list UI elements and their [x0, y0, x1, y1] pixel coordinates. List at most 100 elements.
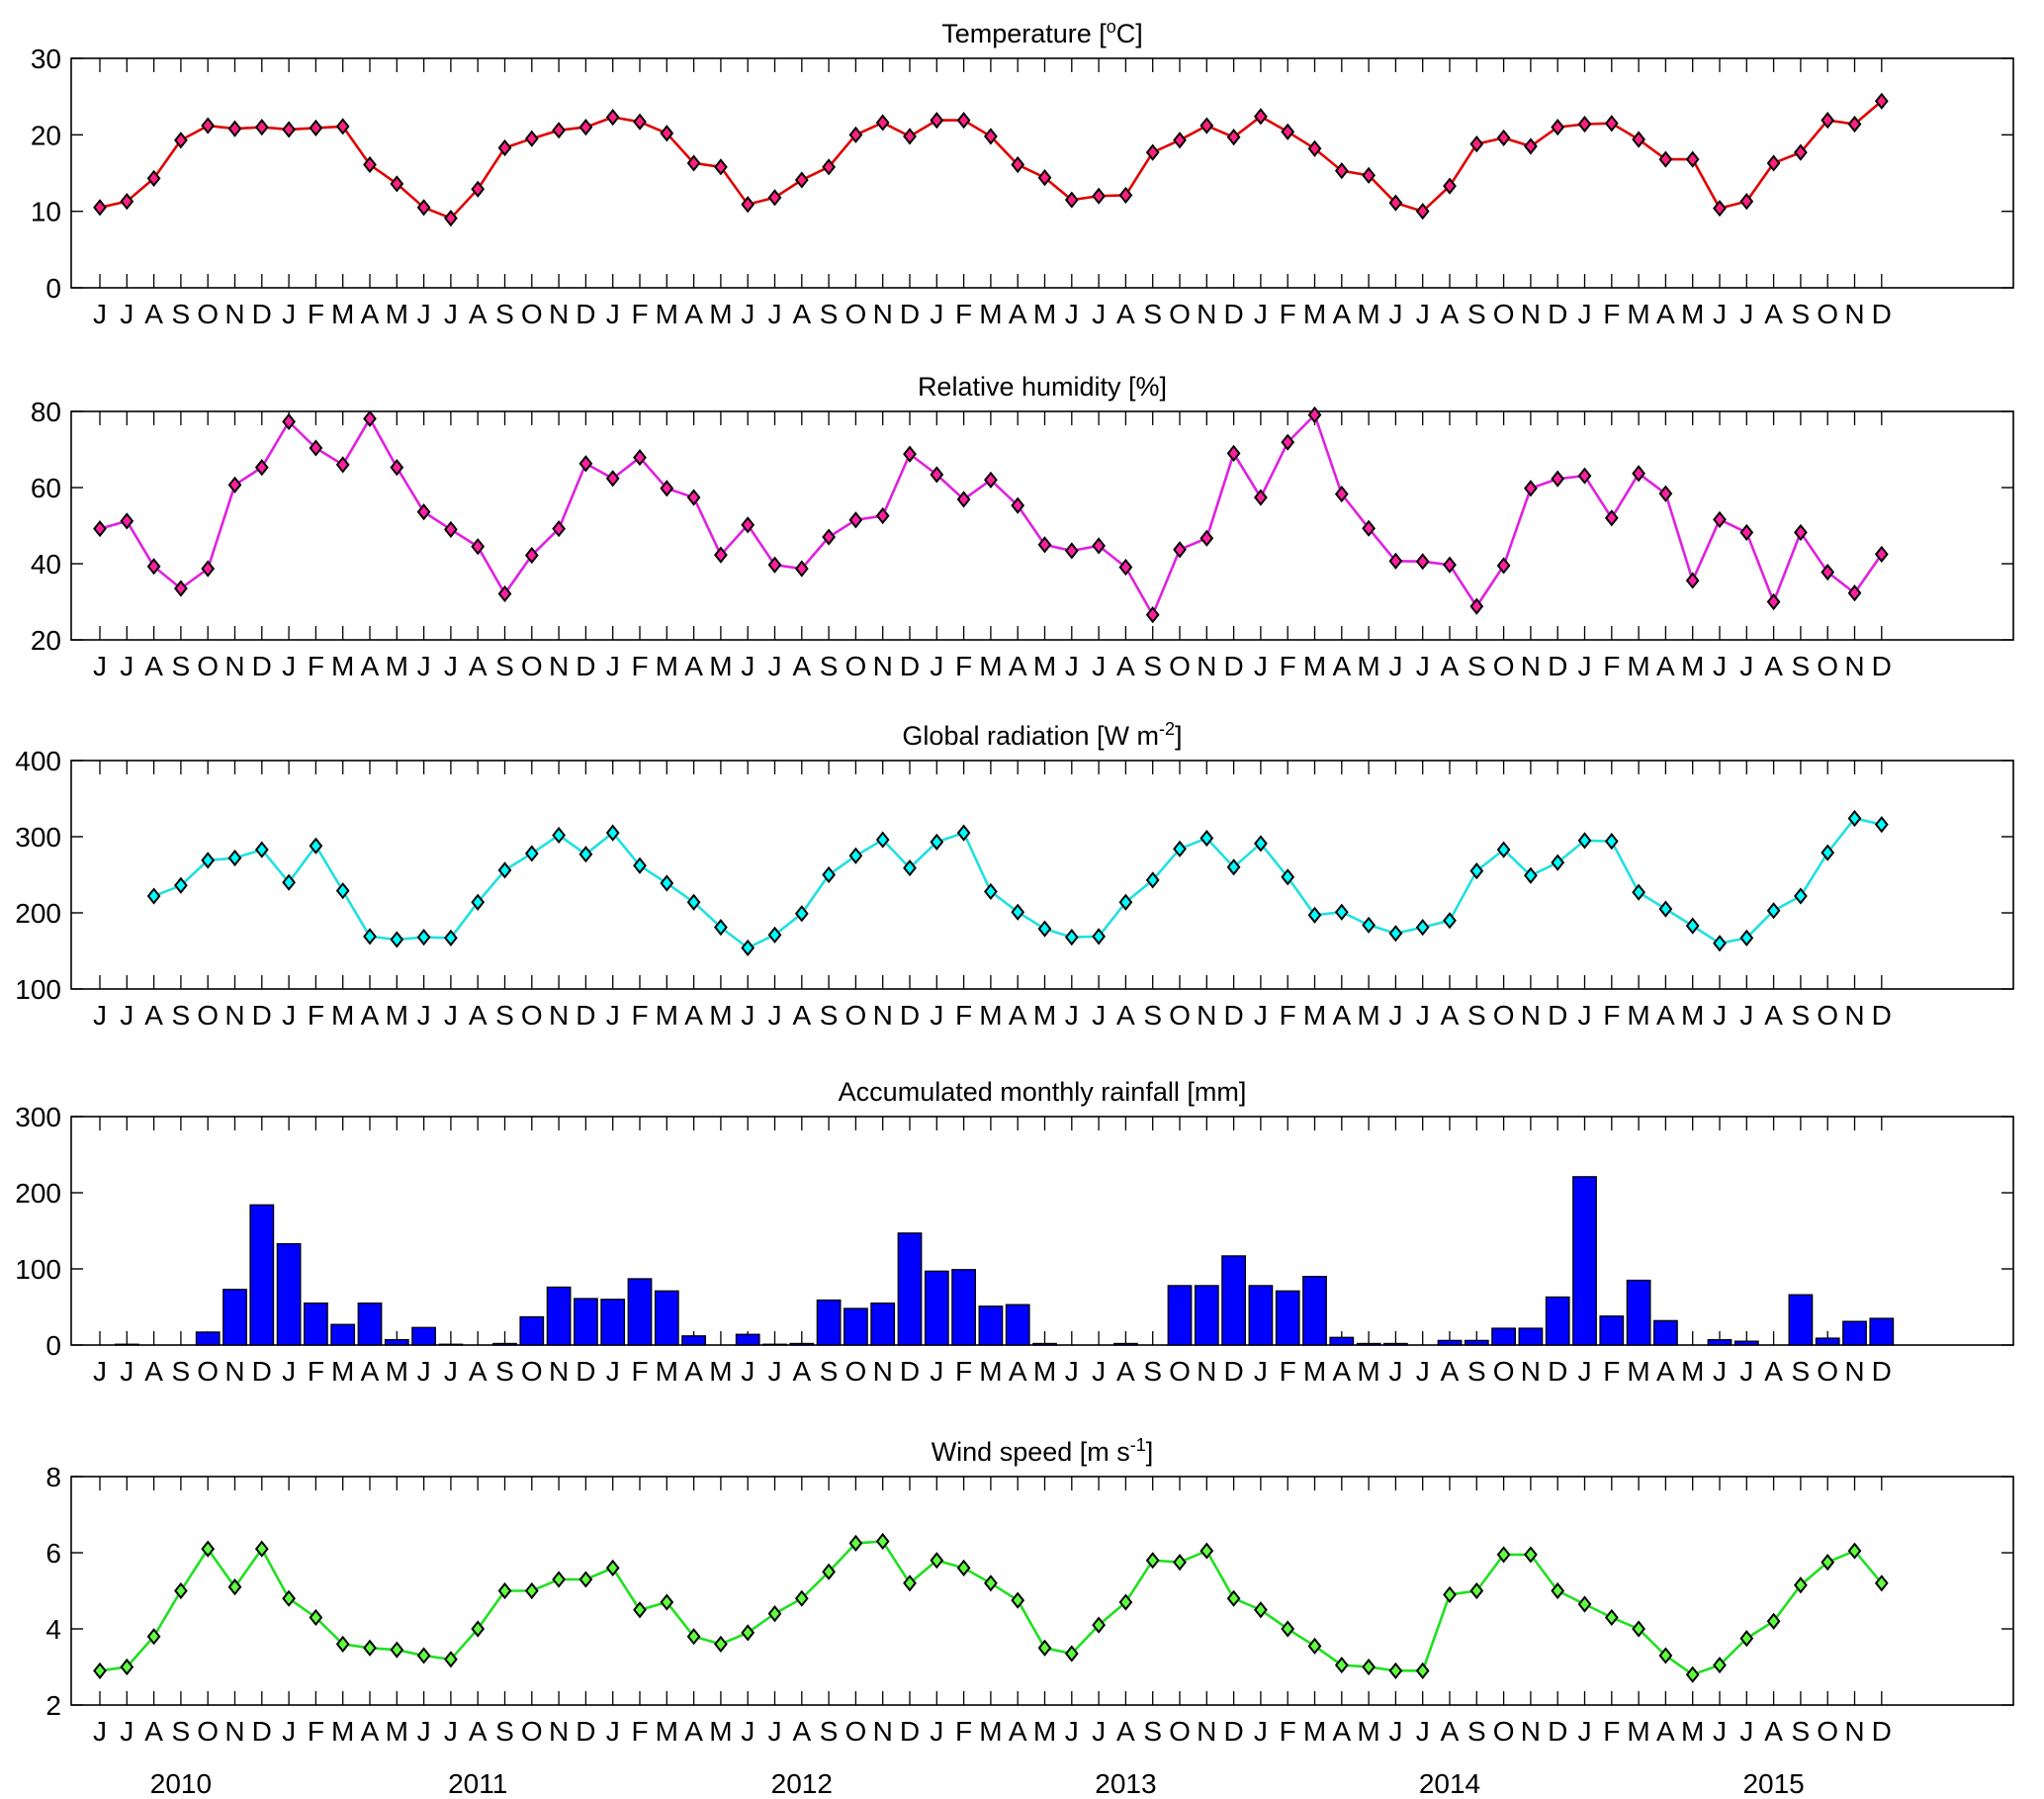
x-tick-label: A [1116, 1356, 1135, 1387]
x-tick-label: A [1332, 651, 1351, 681]
x-tick-label: D [1548, 651, 1567, 681]
x-tick-label: M [1033, 299, 1056, 329]
x-tick-label: M [1357, 651, 1379, 681]
temperature-point [201, 117, 216, 135]
x-tick-label: S [1792, 1356, 1811, 1387]
temperature-point [605, 108, 620, 127]
y-tick-label: 30 [31, 44, 61, 74]
humidity-point [1874, 545, 1889, 563]
x-tick-label: O [521, 1000, 543, 1031]
x-tick-label: D [900, 1356, 920, 1387]
x-tick-label: J [1388, 1716, 1402, 1747]
x-tick-label: M [386, 299, 408, 329]
wind-point [254, 1540, 269, 1558]
temperature-point [930, 112, 944, 130]
x-tick-label: A [361, 1356, 380, 1387]
temperature-point [1334, 162, 1349, 180]
x-tick-label: M [1681, 1000, 1704, 1031]
temperature-point [1739, 193, 1754, 211]
temperature-point [227, 120, 242, 137]
x-tick-label: N [1844, 299, 1864, 329]
radiation-point [146, 887, 161, 905]
x-tick-label: M [709, 1716, 732, 1747]
temperature-point [1362, 166, 1376, 184]
x-tick-label: D [576, 299, 595, 329]
humidity-point [984, 471, 998, 489]
wind-point [956, 1559, 971, 1577]
x-tick-label: M [1303, 1356, 1326, 1387]
x-tick-label: A [469, 1356, 488, 1387]
rain-bar [330, 1323, 356, 1346]
wind-point [282, 1589, 296, 1607]
rain-bar [1356, 1342, 1381, 1346]
year-label: 2011 [448, 1768, 507, 1799]
x-tick-label: M [1033, 1716, 1056, 1747]
x-tick-label: J [444, 1716, 458, 1747]
x-tick-label: J [282, 1356, 296, 1387]
x-tick-label: J [606, 1716, 620, 1747]
radiation-point [1443, 912, 1457, 930]
x-tick-label: S [495, 1356, 514, 1387]
wind-point [1011, 1591, 1025, 1609]
x-tick-label: O [1493, 299, 1515, 329]
rain-bar [249, 1204, 275, 1346]
x-tick-label: A [144, 299, 163, 329]
rain-bar [1302, 1276, 1327, 1346]
x-tick-label: M [1681, 1356, 1704, 1387]
x-tick-label: J [1254, 1716, 1268, 1747]
humidity-point [822, 528, 836, 546]
humidity-point [1173, 541, 1187, 559]
humidity-point [1092, 537, 1106, 555]
rain-bar [1005, 1304, 1030, 1346]
rain-bar [1869, 1317, 1895, 1346]
humidity-point [1037, 536, 1052, 554]
x-tick-label: D [1872, 1716, 1892, 1747]
wind-point [1847, 1542, 1862, 1560]
x-tick-label: A [1656, 1356, 1675, 1387]
x-tick-label: S [495, 1716, 514, 1747]
wind-point [1118, 1593, 1133, 1611]
radiation-point [1226, 858, 1241, 876]
rain-bar [222, 1289, 247, 1346]
x-tick-label: J [1578, 299, 1592, 329]
humidity-point [1254, 489, 1268, 506]
radiation-point [660, 874, 674, 892]
x-tick-label: J [768, 651, 782, 681]
x-tick-label: J [930, 1716, 943, 1747]
wind-point [174, 1581, 188, 1600]
humidity-point [497, 585, 512, 603]
x-tick-label: N [549, 1000, 569, 1031]
x-tick-label: A [1764, 1356, 1783, 1387]
x-tick-label: J [1092, 1716, 1106, 1747]
y-tick-label: 100 [15, 974, 61, 1005]
x-tick-label: D [1548, 299, 1567, 329]
x-tick-label: F [1603, 651, 1620, 681]
x-tick-label: D [252, 1716, 272, 1747]
wind-point [578, 1571, 593, 1588]
temperature-point [1388, 194, 1403, 212]
temperature-point [1847, 115, 1862, 134]
y-tick-label: 6 [45, 1538, 61, 1569]
humidity-point [1469, 597, 1484, 615]
x-tick-label: M [709, 1356, 732, 1387]
x-tick-label: F [1603, 1716, 1620, 1747]
x-tick-label: J [1388, 1000, 1402, 1031]
x-tick-label: S [1143, 299, 1162, 329]
humidity-point [1200, 529, 1214, 547]
x-tick-label: A [1009, 1356, 1027, 1387]
humidity-point [1496, 557, 1511, 575]
x-tick-label: J [1092, 1356, 1106, 1387]
x-tick-label: N [1197, 1000, 1216, 1031]
x-tick-label: S [1143, 1716, 1162, 1747]
temperature-point [120, 193, 134, 211]
x-tick-label: J [930, 651, 943, 681]
x-tick-label: J [93, 1716, 107, 1747]
x-tick-label: M [1033, 1000, 1056, 1031]
rain-bar [681, 1335, 706, 1346]
x-tick-label: O [1169, 1716, 1191, 1747]
x-tick-label: S [1792, 651, 1811, 681]
radiation-point [1145, 871, 1160, 889]
rain-bar [1437, 1339, 1463, 1346]
humidity-point [1577, 467, 1592, 485]
